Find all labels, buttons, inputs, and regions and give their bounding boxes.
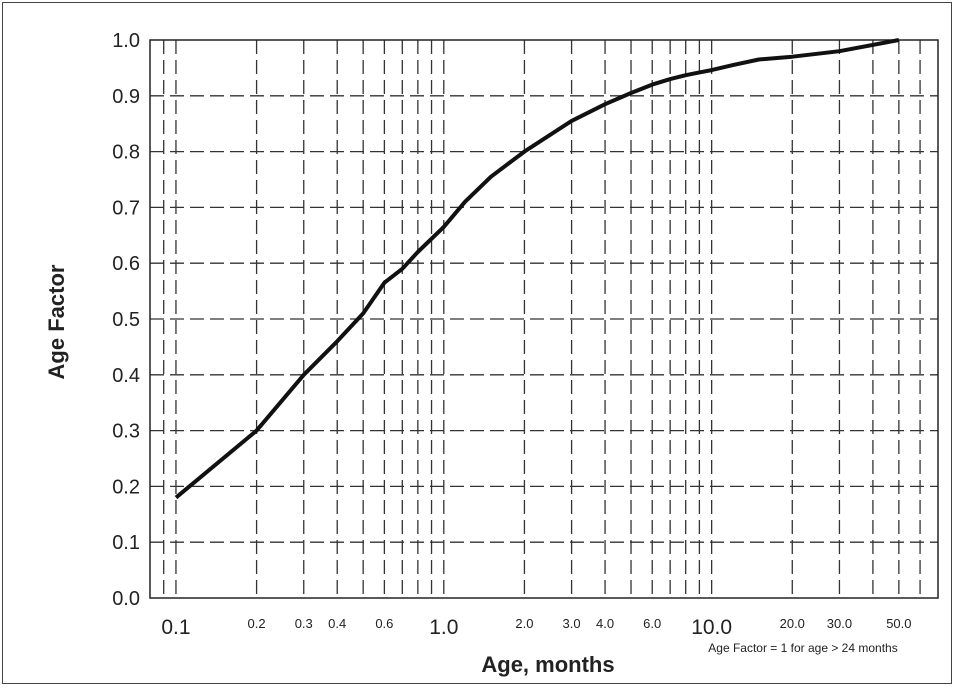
y-tick-label: 0.2 <box>112 476 140 498</box>
x-tick-label: 50.0 <box>886 616 911 631</box>
y-tick-label: 0.6 <box>112 253 140 275</box>
grid <box>150 40 938 598</box>
x-tick-label: 0.1 <box>161 616 190 639</box>
x-tick-label: 3.0 <box>563 616 581 631</box>
y-tick-label: 0.3 <box>112 421 140 443</box>
y-tick-label: 1.0 <box>112 30 140 52</box>
x-tick-label: 6.0 <box>643 616 661 631</box>
x-tick-label: 0.2 <box>248 616 266 631</box>
y-ticks: 0.0 0.1 0.2 0.3 0.4 0.5 0.6 0.7 0.8 0.9 1.0 <box>112 30 140 610</box>
y-tick-label: 0.7 <box>112 197 140 219</box>
x-tick-label: 0.3 <box>295 616 313 631</box>
y-axis-label: Age Factor <box>44 264 69 379</box>
x-axis-label: Age, months <box>481 652 614 677</box>
y-tick-label: 0.9 <box>112 86 140 108</box>
y-tick-label: 0.1 <box>112 532 140 554</box>
y-tick-label: 0.8 <box>112 142 140 164</box>
x-tick-label: 0.6 <box>375 616 393 631</box>
x-tick-label: 20.0 <box>780 616 805 631</box>
annotation-note: Age Factor = 1 for age > 24 months <box>708 641 897 655</box>
x-ticks: 0.1 0.2 0.3 0.4 0.6 1.0 2.0 3.0 4.0 6.0 10.0 20.0 30… <box>161 616 911 639</box>
x-tick-label: 0.4 <box>328 616 346 631</box>
x-tick-label: 1.0 <box>429 616 458 639</box>
x-tick-label: 4.0 <box>596 616 614 631</box>
y-tick-label: 0.0 <box>112 588 140 610</box>
x-tick-label: 10.0 <box>691 616 732 639</box>
age-factor-curve <box>174 38 900 500</box>
y-tick-label: 0.4 <box>112 365 140 387</box>
y-tick-label: 0.5 <box>112 309 140 331</box>
x-tick-label: 30.0 <box>827 616 852 631</box>
x-tick-label: 2.0 <box>515 616 533 631</box>
plot-border <box>149 39 939 599</box>
